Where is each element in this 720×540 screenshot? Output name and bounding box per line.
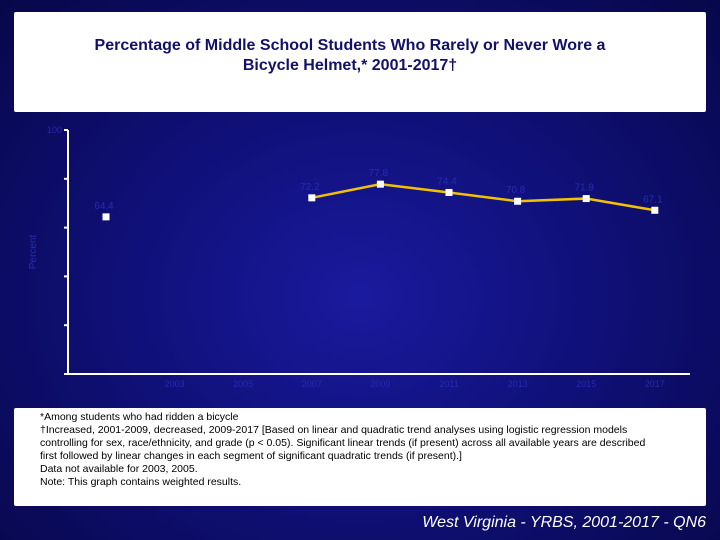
x-tick-label: 2015 xyxy=(576,379,596,389)
data-point xyxy=(445,188,453,196)
x-tick-label: 2007 xyxy=(302,379,322,389)
y-axis-title: Percent xyxy=(28,235,39,270)
x-tick-label: 2003 xyxy=(165,379,185,389)
data-label: 64.4 xyxy=(94,201,114,212)
data-point xyxy=(582,195,590,203)
footnote-line: first followed by linear changes in each… xyxy=(40,450,462,462)
footnote-line: †Increased, 2001-2009, decreased, 2009-2… xyxy=(40,424,628,436)
footnote-box xyxy=(14,408,706,506)
footnote-line: controlling for sex, race/ethnicity, and… xyxy=(40,437,646,449)
chart-title-line-2: Bicycle Helmet,* 2001-2017† xyxy=(242,57,458,74)
x-tick-label: 2011 xyxy=(439,379,458,389)
x-tick-label: 2017 xyxy=(645,379,665,389)
y-tick-label: 100 xyxy=(47,125,62,135)
x-tick-label: 2005 xyxy=(233,379,253,389)
series-line xyxy=(311,182,656,212)
footnote-line: Note: This graph contains weighted resul… xyxy=(40,476,242,488)
data-label: 70.8 xyxy=(506,185,526,196)
x-tick-label: 2009 xyxy=(370,379,390,389)
data-point xyxy=(376,180,384,188)
chart-title-line-1: Percentage of Middle School Students Who… xyxy=(94,37,606,54)
title-box xyxy=(14,12,706,112)
data-point xyxy=(514,197,522,205)
footnote-line: *Among students who had ridden a bicycle xyxy=(40,411,239,423)
footnote-line: Data not available for 2003, 2005. xyxy=(40,463,198,475)
data-label: 67.1 xyxy=(643,194,663,205)
x-tick-label: 2013 xyxy=(508,379,528,389)
footer-source: West Virginia - YRBS, 2001-2017 - QN6 xyxy=(422,514,706,531)
footnotes: *Among students who had ridden a bicycle… xyxy=(40,411,690,489)
data-label: 77.8 xyxy=(369,168,389,179)
data-label: 74.4 xyxy=(437,176,457,187)
data-point xyxy=(308,194,316,202)
data-label: 71.9 xyxy=(574,183,594,194)
data-label: 72.2 xyxy=(300,182,320,193)
data-point xyxy=(651,206,659,214)
data-point xyxy=(102,213,110,221)
chart-title: Percentage of Middle School Students Who… xyxy=(40,36,660,76)
